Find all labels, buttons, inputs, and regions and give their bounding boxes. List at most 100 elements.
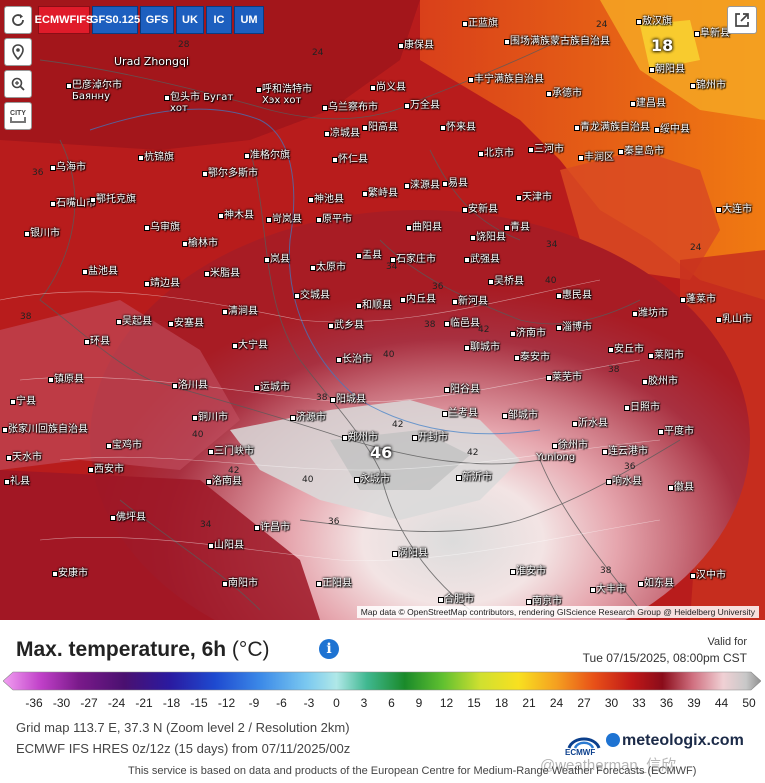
model-info: ECMWF IFS HRES 0z/12z (15 days) from 07/… [16,741,351,756]
model-button-gfs[interactable]: GFS [140,6,174,34]
scale-tick-label: -36 [25,696,43,710]
city-label: 运城市 [254,382,290,393]
zoom-button[interactable] [4,70,32,98]
temperature-map[interactable]: 28 24 24 24 36 38 34 40 36 42 40 38 38 4… [0,0,765,620]
iso-label: 40 [302,475,314,485]
scale-tick-label: 39 [687,696,701,710]
iso-label: 38 [316,393,328,403]
city-label: 兰考县 [442,408,478,419]
city-label: 平度市 [658,426,694,437]
city-label: 正阳县 [316,578,352,589]
model-button-uk[interactable]: UK [176,6,204,34]
city-label: 银川市 [24,228,60,239]
scale-tick-label: 44 [714,696,729,710]
map-title-text: Max. temperature, 6h [16,638,227,661]
info-icon[interactable]: i [319,639,339,659]
refresh-button[interactable] [4,6,32,34]
iso-label: 42 [478,325,490,335]
city-label: 易县 [442,178,468,189]
color-scale-bar [3,671,761,691]
city-label: 乌海市 [50,162,86,173]
model-button-gfs-0125[interactable]: GFS 0.125 [90,6,140,34]
city-toggle-label: CITY [10,109,26,117]
city-label: 鄂托克旗 [90,194,136,205]
iso-label: 24 [312,48,324,58]
scale-tick-label: 9 [415,696,423,710]
city-toggle-button[interactable]: CITY [4,102,32,130]
iso-label: 42 [228,466,240,476]
scale-tick-label: -15 [190,696,208,710]
city-label: 饶阳县 [470,232,506,243]
city-label: 沂水县 [572,418,608,429]
local-max-north-east: 18 [651,36,674,55]
city-label: 连云港市 [602,446,648,457]
iso-label: 28 [178,40,190,50]
scale-tick-label: 18 [494,696,509,710]
model-button-ic[interactable]: IC [206,6,232,34]
city-label: 盂县 [356,250,382,261]
city-label: 涞源县 [404,180,440,191]
city-label: 鄂尔多斯市 [202,168,258,179]
scale-tick-label: -27 [80,696,98,710]
city-label: 淄博市 [556,322,592,333]
scale-tick-label: -12 [217,696,236,710]
city-label: 安丘市 [608,344,644,355]
location-button[interactable] [4,38,32,66]
city-label: 山阳县 [208,540,244,551]
city-label: 济南市 [510,328,546,339]
city-label: 丰宁满族自治县 [468,74,544,85]
city-label: 尚义县 [370,82,406,93]
city-label: 朝阳县 [649,64,685,75]
iso-label: 42 [467,448,479,458]
city-label: 武强县 [464,254,500,265]
iso-label: 34 [200,520,212,530]
scale-tick-label: 21 [522,696,536,710]
city-label: 怀仁县 [332,154,368,165]
scale-tick-label: 6 [388,696,395,710]
city-label: 乌审旗 [144,222,180,233]
city-label: 徐州市 [552,440,588,451]
city-label: 汉中市 [690,570,726,581]
city-label: 岢岚县 [266,214,302,225]
city-label: 阳城县 [330,394,366,405]
city-label: 莱阳市 [648,350,684,361]
city-label: 曲阳县 [406,222,442,233]
city-label: 聊城市 [464,342,500,353]
meteologix-logo[interactable]: meteologix.com [606,732,744,750]
city-label: 承德市 [546,88,582,99]
city-label: 围场满族蒙古族自治县 [504,36,610,47]
model-button-ecmwf-ifs[interactable]: ECMWF IFS [35,6,93,34]
local-max-center: 46 [370,443,393,462]
city-label: 如东县 [638,578,674,589]
city-label: 许昌市 [254,522,290,533]
scale-tick-label: 24 [549,696,564,710]
city-label: 临邑县 [444,318,480,329]
city-label: 繁峙县 [362,188,398,199]
city-label: 神池县 [308,194,344,205]
temperature-field [0,0,765,620]
city-label: 呼和浩特市 Хэх хот [256,84,320,106]
city-label: 济源市 [290,412,326,423]
map-title-unit: (°C) [231,638,270,661]
share-button[interactable] [727,6,757,34]
city-label: 清涧县 [222,306,258,317]
city-label: 涡阳县 [392,548,428,559]
city-label: 新沂市 [456,472,492,483]
map-attribution: Map data © OpenStreetMap contributors, r… [356,606,759,618]
city-skyline-icon [10,116,26,123]
scale-tick-label: 27 [577,696,591,710]
map-title: Max. temperature, 6h (°C) [16,638,269,662]
scale-tick-label: -6 [276,696,287,710]
city-label: 惠民县 [556,290,592,301]
iso-label: 24 [596,20,608,30]
city-label: 宁县 [10,396,36,407]
city-label: 巴彦淖尔市 Баянну [66,80,132,102]
city-label: 蓬莱市 [680,294,716,305]
city-label: 镇原县 [48,374,84,385]
city-label: 潍坊市 [632,308,668,319]
valid-for-label: Valid for [707,636,747,648]
model-button-um[interactable]: UM [234,6,264,34]
city-label: 安新县 [462,204,498,215]
city-label: 胶州市 [642,376,678,387]
city-label: 丰润区 [578,152,614,163]
